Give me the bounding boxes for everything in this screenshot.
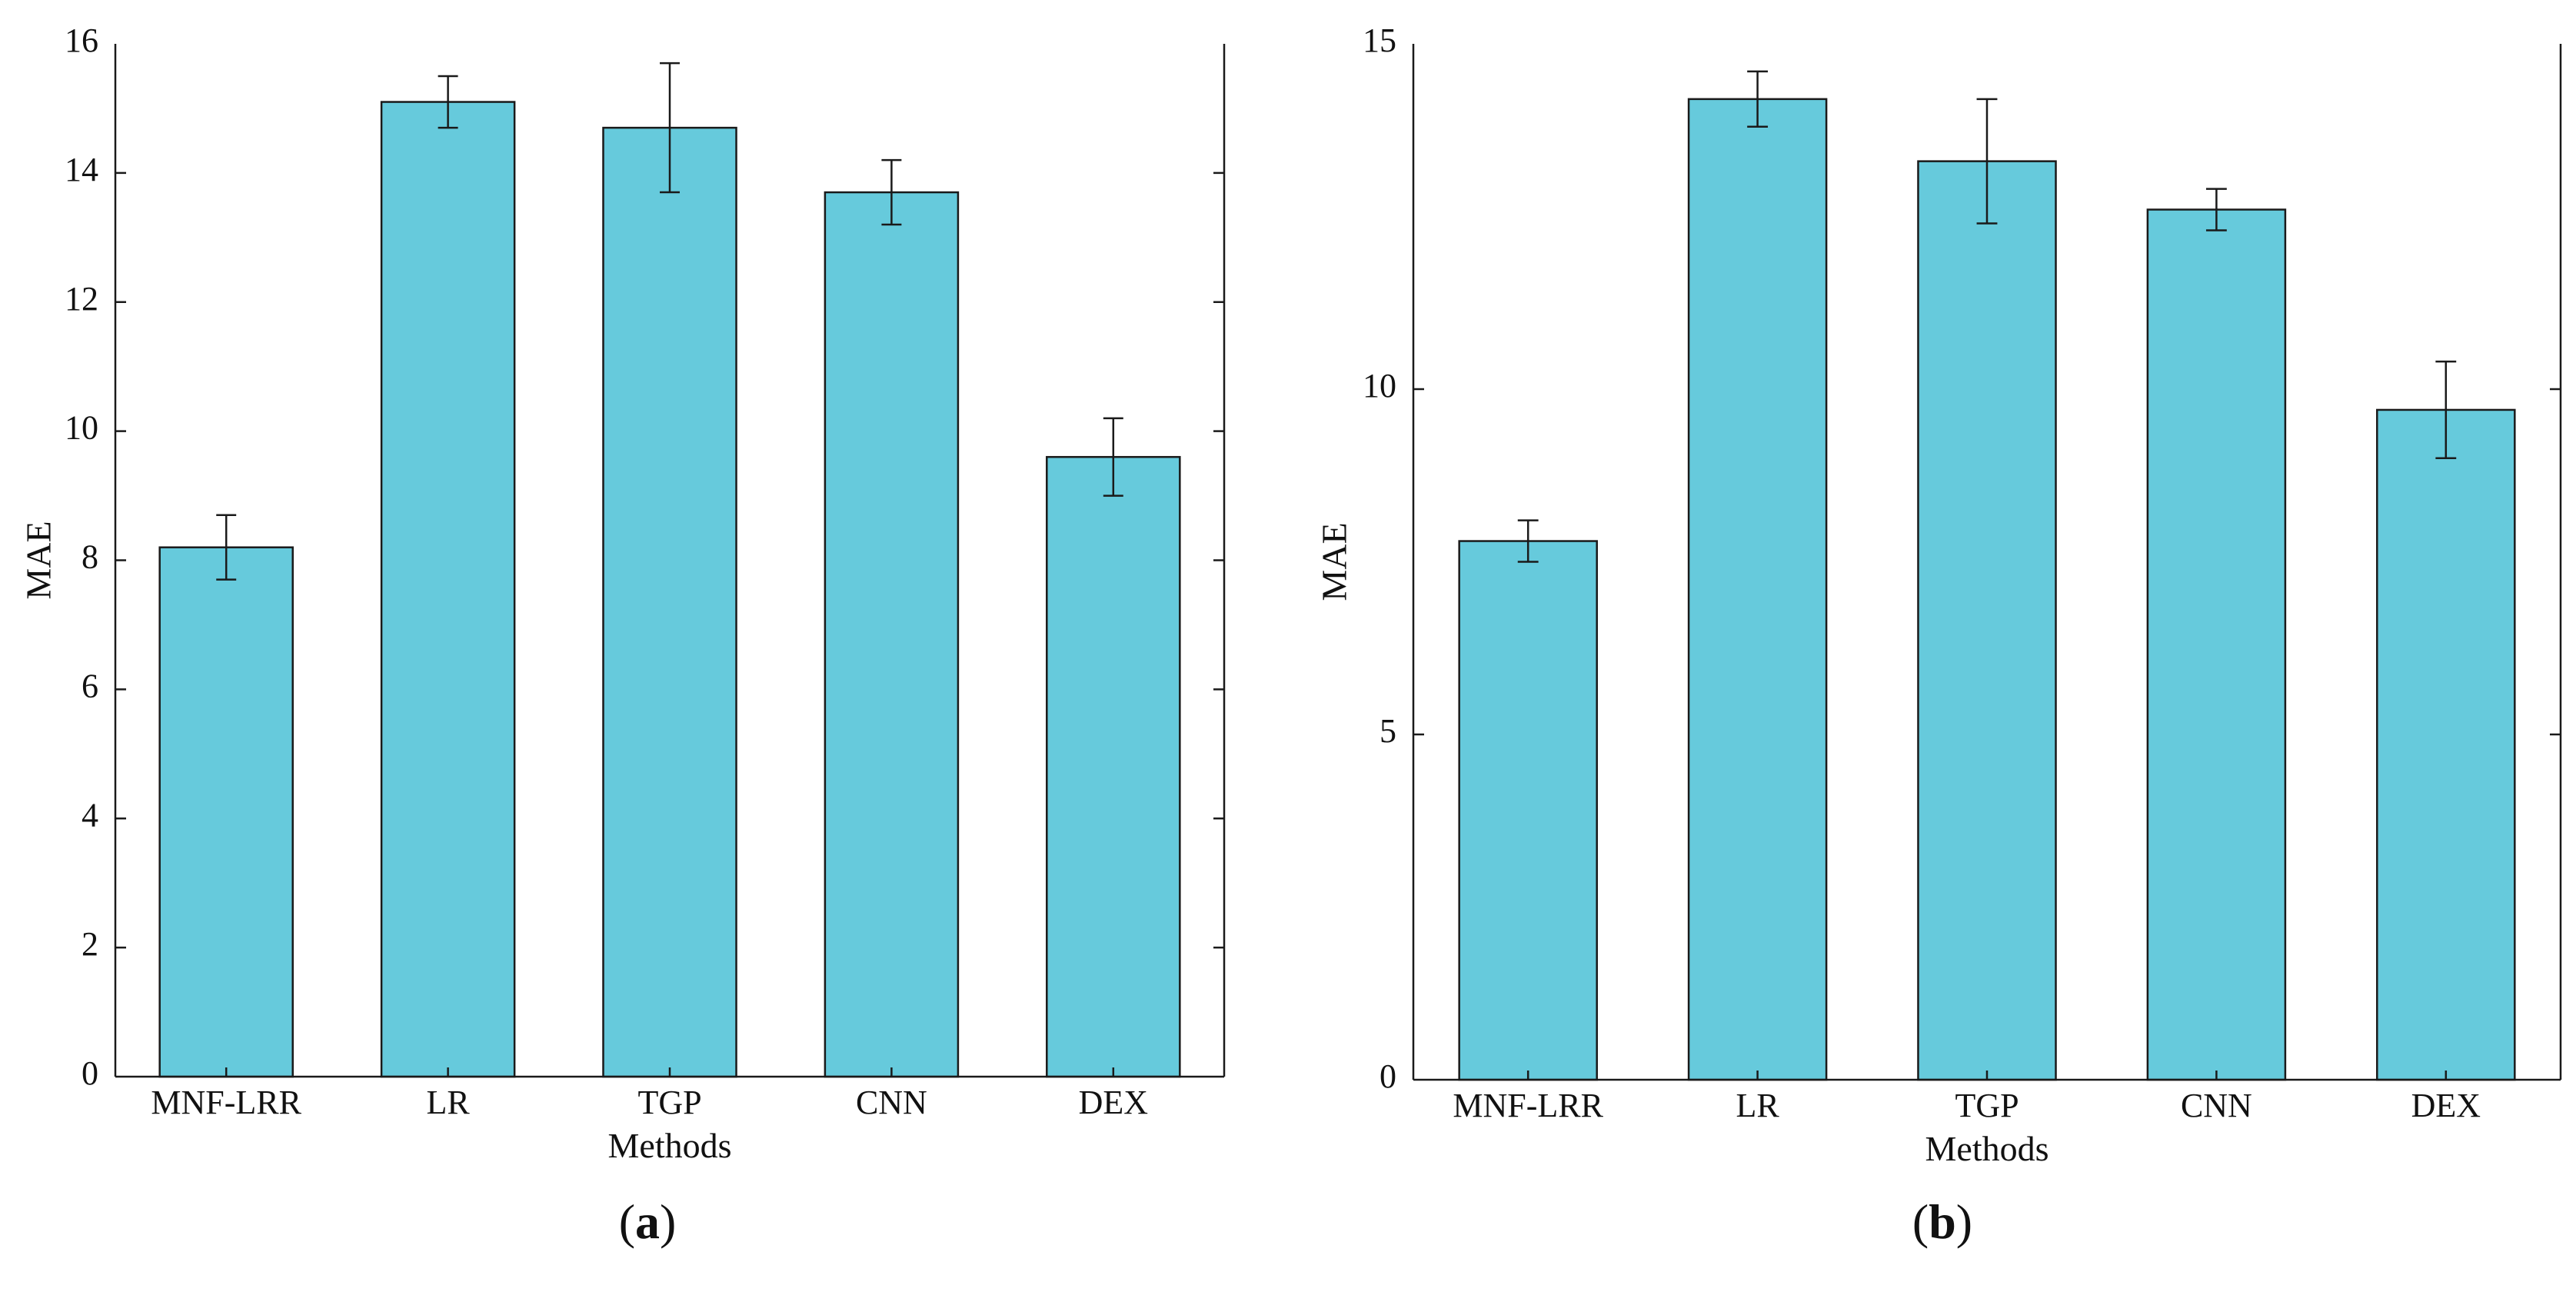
- error-bar-mnf-lrr: [1517, 519, 1539, 563]
- panel-letter: b: [1929, 1194, 1956, 1249]
- y-tick-label: 0: [82, 1054, 98, 1092]
- x-axis-title: Methods: [1925, 1129, 2049, 1168]
- x-tick-label-cnn: CNN: [2181, 1087, 2252, 1124]
- y-tick-label: 14: [65, 151, 98, 188]
- x-tick-label-tgp: TGP: [1955, 1087, 2019, 1124]
- bar-cnn: [2146, 208, 2287, 1081]
- bar-lr: [380, 101, 516, 1078]
- chart-panel-a: 0 2 4 6 8 10 12 14 16 MNF-LRR LR TGP CNN DEX Methods MA…: [19, 22, 1226, 1249]
- error-bar-dex: [2435, 360, 2457, 460]
- error-bar-cnn: [2205, 188, 2227, 231]
- bar-tgp: [602, 126, 737, 1078]
- y-tick-label: 10: [65, 409, 98, 447]
- x-tick-label-lr: LR: [426, 1084, 470, 1121]
- y-axis-title: MAE: [19, 521, 58, 599]
- bar-mnf-lrr: [158, 546, 294, 1078]
- chart-panel-b: 0 5 10 15 MNF-LRR LR TGP CNN DEX Methods MAE (b): [1315, 22, 2562, 1249]
- bar-dex: [2376, 408, 2516, 1081]
- error-bar-lr: [1747, 70, 1769, 128]
- y-tick-label: 15: [1363, 22, 1396, 59]
- bar-cnn: [824, 191, 960, 1078]
- bar-tgp: [1917, 160, 2057, 1081]
- y-tick-label: 12: [65, 280, 98, 318]
- bar-mnf-lrr: [1458, 540, 1598, 1081]
- x-tick-label-dex: DEX: [1079, 1084, 1148, 1121]
- bar-lr: [1687, 98, 1828, 1081]
- error-bar-cnn: [881, 158, 902, 226]
- error-bar-tgp: [1976, 98, 1998, 225]
- y-tick-label: 8: [82, 538, 98, 576]
- panel-letter: a: [635, 1194, 660, 1249]
- error-bar-tgp: [660, 62, 680, 194]
- y-tick-label: 6: [82, 667, 98, 704]
- error-bar-mnf-lrr: [216, 514, 237, 581]
- y-tick-label: 5: [1380, 712, 1396, 750]
- bar-dex: [1046, 455, 1181, 1078]
- x-tick-label-mnf-lrr: MNF-LRR: [1453, 1087, 1603, 1124]
- y-tick-label: 0: [1380, 1057, 1396, 1095]
- x-axis-title: Methods: [608, 1126, 732, 1165]
- x-tick-label-mnf-lrr: MNF-LRR: [151, 1084, 301, 1121]
- panel-label: (b): [1912, 1194, 1972, 1249]
- y-tick-label: 10: [1363, 367, 1396, 405]
- x-tick-label-cnn: CNN: [856, 1084, 927, 1121]
- x-tick-label-tgp: TGP: [637, 1084, 701, 1121]
- y-tick-label: 2: [82, 925, 98, 963]
- y-tick-label: 16: [65, 22, 98, 59]
- x-tick-label-dex: DEX: [2411, 1087, 2481, 1124]
- y-tick-label: 4: [82, 796, 98, 834]
- y-axis-title: MAE: [1315, 522, 1354, 601]
- panel-label: (a): [619, 1194, 677, 1249]
- x-tick-label-lr: LR: [1736, 1087, 1779, 1124]
- error-bar-dex: [1103, 417, 1123, 497]
- error-bar-lr: [438, 75, 458, 129]
